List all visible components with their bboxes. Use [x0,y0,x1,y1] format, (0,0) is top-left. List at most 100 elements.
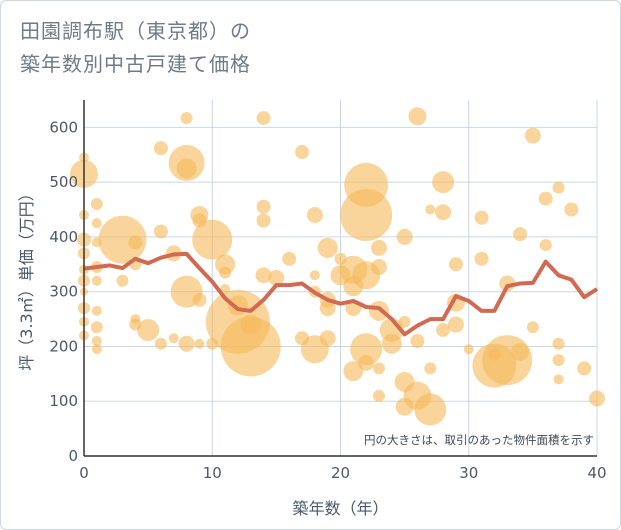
x-tick-label: 40 [587,464,606,482]
data-bubble [552,354,565,367]
data-bubble [372,389,385,402]
data-bubble [381,333,402,354]
data-bubble [448,257,463,272]
data-bubble [91,275,102,286]
data-bubble [154,337,167,350]
x-tick-label: 10 [203,464,222,482]
average-price-line [83,251,599,337]
y-axis-label: 坪（3.3㎡）単価（万円） [17,185,36,370]
data-bubble [414,393,447,426]
data-bubble [424,362,437,375]
data-bubble [488,348,501,361]
chart-title-line-1: 田園調布駅（東京都）の [20,19,251,43]
x-tick-label: 20 [331,464,350,482]
data-bubble [168,333,179,344]
data-bubble [256,111,271,126]
data-bubble [295,145,310,160]
data-bubble [256,213,271,228]
data-bubble [116,274,129,287]
data-bubble [90,198,103,211]
data-bubble [526,321,539,334]
data-bubble [538,191,553,206]
data-bubble [91,335,102,346]
y-tick-label: 500 [49,173,78,191]
data-bubble [91,344,102,355]
data-bubble [513,227,528,242]
data-bubble [425,204,436,215]
data-bubble [432,171,455,194]
data-bubble [350,333,383,366]
chart-title-line-2: 築年数別中古戸建て価格 [20,52,251,76]
data-bubble [192,292,207,307]
chart-title: 田園調布駅（東京都）の 築年数別中古戸建て価格 [20,15,251,81]
data-bubble [499,275,516,292]
data-bubble [589,390,605,407]
data-bubble [309,270,320,281]
data-bubble [358,354,375,371]
data-bubble [306,207,323,224]
data-bubble [340,189,393,242]
data-bubble [396,228,413,245]
data-bubble [282,251,297,266]
data-bubble [176,158,197,179]
y-tick-label: 0 [68,447,78,465]
x-tick-label: 0 [79,464,89,482]
data-bubble [90,321,103,334]
data-bubble [370,239,387,256]
y-tick-label: 300 [49,283,78,301]
data-bubble [256,199,271,214]
data-bubble [482,335,533,386]
data-bubble [474,210,489,225]
x-axis-label: 築年数（年） [292,499,388,518]
data-bubble [137,319,160,342]
data-bubble [368,300,389,321]
data-bubble [255,267,272,284]
data-bubble [410,333,425,348]
data-bubble [319,300,336,317]
data-bubble [398,315,411,328]
data-bubble [219,266,232,279]
bubble-size-note: 円の大きさは、取引のあった物件面積を示す [364,433,594,447]
data-bubble [552,181,565,194]
data-bubble [98,215,147,264]
data-bubble [192,219,233,260]
data-bubble [319,330,336,347]
axes [83,100,597,457]
data-bubble [511,342,530,361]
data-bubble [436,323,451,338]
data-bubble [220,316,281,377]
data-bubble [153,141,168,156]
data-bubble [240,314,261,335]
data-bubble [435,204,452,221]
data-bubble [343,361,364,382]
y-tick-label: 400 [49,228,78,246]
data-bubble [317,237,338,258]
data-bubble [524,127,541,144]
data-bubble [447,316,464,333]
data-bubble [372,362,385,375]
data-bubble [553,374,564,385]
data-bubble [128,235,143,250]
y-tick-label: 200 [49,337,78,355]
data-bubble [153,224,168,239]
x-tick-label: 30 [459,464,478,482]
data-bubble [194,338,205,349]
data-bubble [180,112,193,125]
data-bubble [552,337,565,350]
bubble-series [70,107,605,426]
data-bubble [539,239,552,252]
data-bubble [577,361,592,376]
data-bubble [370,259,387,276]
y-tick-label: 600 [49,118,78,136]
data-bubble [564,202,579,217]
data-bubble [178,335,195,352]
data-bubble [91,305,102,316]
data-bubble [91,218,102,229]
data-bubble [474,251,489,266]
data-bubble [408,107,427,126]
data-bubble [220,283,231,294]
y-tick-label: 100 [49,392,78,410]
data-bubble [463,344,474,355]
